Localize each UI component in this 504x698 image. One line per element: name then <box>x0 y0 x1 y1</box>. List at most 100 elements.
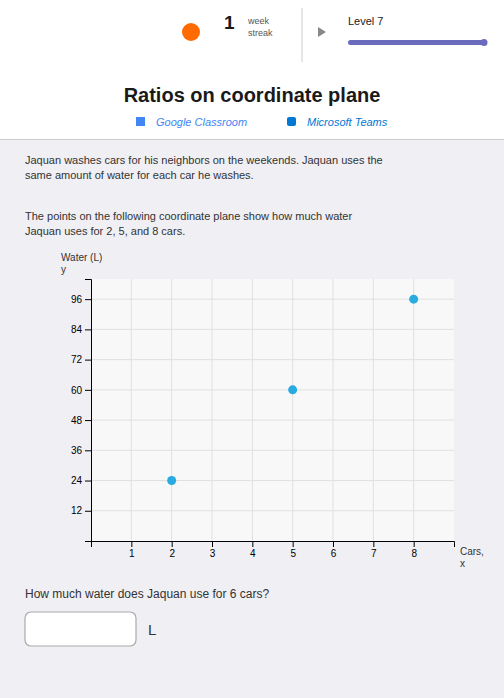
tick: 6 <box>331 541 337 559</box>
tick-mark <box>85 390 91 391</box>
source-link: Microsoft Teams <box>307 116 388 128</box>
tick-mark <box>293 541 294 547</box>
tick: 72 <box>71 354 91 365</box>
tick-label: 4 <box>250 548 256 559</box>
tick: 3 <box>210 541 216 559</box>
source-icon <box>287 117 296 126</box>
tick: 2 <box>169 541 175 559</box>
x-axis: 1 2 3 4 5 6 7 8 <box>92 541 455 559</box>
tick-mark <box>85 329 91 330</box>
grid-line <box>212 279 213 541</box>
tick-mark <box>85 481 91 482</box>
tick: 48 <box>71 415 91 426</box>
tick-mark <box>85 299 91 300</box>
grid-line <box>91 510 454 511</box>
grid-line <box>91 359 454 360</box>
tick-mark <box>212 541 213 547</box>
grid-line <box>91 299 454 300</box>
answer-unit-line: L <box>148 621 156 638</box>
point <box>288 385 297 394</box>
chart: 123456781224364860728496 <box>71 279 455 559</box>
grid-line <box>413 279 414 541</box>
streak-label-line: streak <box>248 28 273 38</box>
tick: 4 <box>250 541 256 559</box>
y-axis-label-line: y <box>61 264 66 275</box>
tick-label: 84 <box>71 324 83 335</box>
streak-count: 1 <box>224 12 235 33</box>
grid-line <box>292 279 293 541</box>
y-axis-label-line: Water (L) <box>61 252 102 263</box>
separator <box>302 8 303 62</box>
tick-label: 5 <box>290 548 296 559</box>
grid-line <box>333 279 334 541</box>
x-axis-label-line: x <box>460 558 465 569</box>
source-link-line: Google Classroom <box>156 116 247 128</box>
tick-mark <box>414 541 415 547</box>
grid-line <box>91 389 454 390</box>
point <box>409 295 418 304</box>
grid-line <box>373 279 374 541</box>
tick: 84 <box>71 324 91 335</box>
paragraph-line: Jaquan uses for 2, 5, and 8 cars. <box>25 225 185 237</box>
x-axis-label: Cars,x <box>460 546 484 569</box>
tick-mark <box>131 541 132 547</box>
level-text-line: Level 7 <box>348 15 383 27</box>
tick-mark <box>85 511 91 512</box>
axis-line <box>92 542 455 548</box>
tick-mark <box>252 541 253 547</box>
tick-mark <box>333 541 334 547</box>
question: How much water does Jaquan use for 6 car… <box>25 587 269 601</box>
streak-count-line: 1 <box>224 12 235 33</box>
grid-line <box>91 480 454 481</box>
tick: 36 <box>71 445 91 456</box>
tick-label: 12 <box>71 505 83 516</box>
tick: 8 <box>411 541 417 559</box>
plot-background <box>91 279 454 541</box>
source-icon <box>136 117 145 126</box>
tick: 24 <box>71 475 91 486</box>
grid-line <box>252 279 253 541</box>
tick-label: 6 <box>331 548 337 559</box>
background <box>0 0 504 698</box>
tick-mark <box>85 360 91 361</box>
progress-bar <box>348 40 484 45</box>
tick-label: 60 <box>71 385 83 396</box>
tick: 1 <box>129 541 135 559</box>
grid <box>91 279 454 541</box>
paragraph-line: Jaquan washes cars for his neighbors on … <box>25 154 383 166</box>
arrow-icon <box>318 27 326 37</box>
paragraph-line: same amount of water for each car he was… <box>25 169 254 181</box>
tick-label: 3 <box>210 548 216 559</box>
title: Ratios on coordinate plane <box>124 84 381 106</box>
grid-line <box>171 279 172 541</box>
grid-line <box>91 420 454 421</box>
paragraph: Jaquan washes cars for his neighbors on … <box>25 154 383 181</box>
tick-label: 2 <box>169 548 175 559</box>
tick-label: 72 <box>71 354 83 365</box>
source-link-line: Microsoft Teams <box>307 116 388 128</box>
tick-mark <box>373 541 374 547</box>
divider <box>0 139 504 140</box>
level-text: Level 7 <box>348 15 383 27</box>
point <box>167 476 176 485</box>
paragraph: The points on the following coordinate p… <box>25 210 352 237</box>
answer-input[interactable] <box>25 612 136 646</box>
header-background <box>0 0 504 140</box>
tick-mark <box>85 450 91 451</box>
tick: 5 <box>290 541 296 559</box>
streak-label: weekstreak <box>247 16 273 38</box>
question-line: How much water does Jaquan use for 6 car… <box>25 587 269 601</box>
y-axis: 12 24 36 48 60 72 84 96 <box>71 280 92 542</box>
title-line: Ratios on coordinate plane <box>124 84 381 106</box>
tick-label: 48 <box>71 415 83 426</box>
tick: 7 <box>371 541 377 559</box>
grid-line <box>91 329 454 330</box>
tick-label: 8 <box>411 548 417 559</box>
header: 1 weekstreak Level 7 <box>0 0 504 140</box>
tick: 96 <box>71 294 91 305</box>
page: 1 weekstreak Level 7 Ratios on coordinate p… <box>0 0 504 698</box>
answer-unit: L <box>148 621 156 638</box>
tick-label: 36 <box>71 445 83 456</box>
progress-dot <box>481 39 488 46</box>
source-link: Google Classroom <box>156 116 247 128</box>
